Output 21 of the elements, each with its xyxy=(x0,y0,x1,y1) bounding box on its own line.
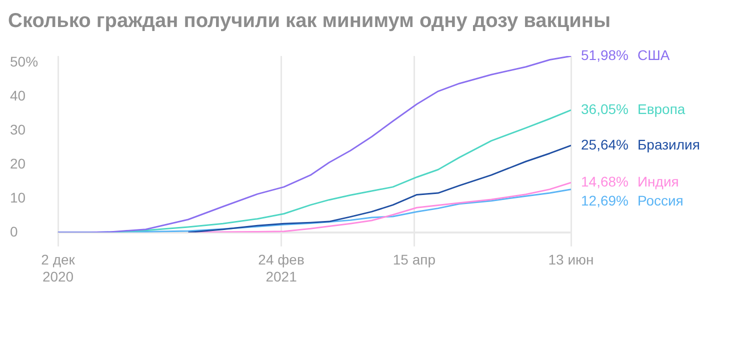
text: Бразилия xyxy=(637,136,700,152)
data-label: 36,05% xyxy=(581,100,628,117)
y-tick-label: 30 xyxy=(10,121,26,138)
chart-title: Сколько граждан получили как минимум одну дозу вакцины xyxy=(8,9,612,34)
data-label: 14,68% xyxy=(581,173,628,190)
x-tick-label: 2 дек 2020 xyxy=(41,252,76,284)
y-tick-label: 0 xyxy=(10,223,18,240)
y-tick-label: 20 xyxy=(10,155,26,172)
y-tick-label: 40 xyxy=(10,88,26,104)
x-tick-label: 15 апр xyxy=(392,252,436,268)
y-tick-label: 10 xyxy=(10,189,26,206)
data-label: 51,98% xyxy=(581,46,628,63)
text: США xyxy=(637,46,670,63)
text: Европа xyxy=(637,100,686,117)
data-label: 25,64% xyxy=(581,136,628,152)
text: Индия xyxy=(637,173,679,190)
data-label: 12,69% xyxy=(581,192,628,208)
y-tick-label: 50% xyxy=(10,54,38,70)
x-tick-label: 24 фев 2021 xyxy=(258,252,304,284)
x-tick-label: 13 июн xyxy=(548,252,594,268)
text: Россия xyxy=(637,192,684,208)
